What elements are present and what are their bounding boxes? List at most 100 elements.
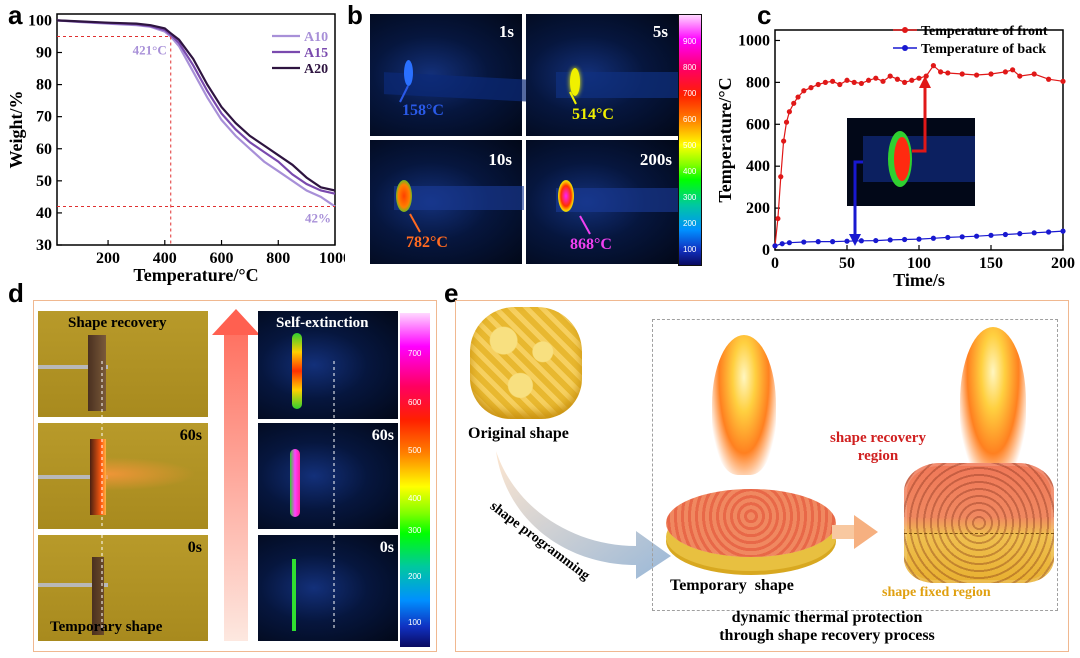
data-point <box>830 239 836 245</box>
ir-self-extinction: Self-extinction <box>258 311 398 419</box>
colorbar-tick: 200 <box>683 219 697 228</box>
data-point <box>786 240 792 246</box>
data-point <box>778 174 784 180</box>
series-line-a20 <box>56 19 336 192</box>
data-point <box>837 81 843 88</box>
data-point <box>844 77 850 83</box>
data-point <box>945 234 951 241</box>
y-tick-label: 600 <box>746 116 770 133</box>
data-point <box>1002 231 1008 238</box>
data-point <box>959 71 965 77</box>
residue-annotation: 42% <box>305 211 331 226</box>
frame-temp-label: 158°C <box>402 102 444 119</box>
front-arrow <box>912 85 927 153</box>
y-tick-label: 70 <box>36 109 52 126</box>
thermal-frame-1: 1s 158°C <box>370 14 534 136</box>
y-tick-label: 1000 <box>738 32 770 49</box>
legend-marker <box>902 45 908 51</box>
data-point <box>945 70 951 76</box>
colorbar-tick: 800 <box>683 63 697 72</box>
panel-e-frame: Original shape shape programming Tempora… <box>455 300 1069 652</box>
y-tick-label: 400 <box>746 158 770 175</box>
thermal-frame-2: 5s 514°C <box>526 14 686 136</box>
data-point <box>1046 229 1052 235</box>
arrow-158 <box>399 85 409 103</box>
panel-label-b: b <box>347 0 363 30</box>
data-point <box>988 71 994 77</box>
data-point <box>786 109 792 115</box>
colorbar-tick: 500 <box>683 141 697 150</box>
data-point <box>822 79 828 85</box>
colorbar-tick: 300 <box>408 526 422 535</box>
photo-label-0s: 0s <box>187 539 202 556</box>
data-point <box>1010 67 1016 73</box>
data-point <box>781 138 787 144</box>
data-point <box>873 75 879 81</box>
colorbar-tick: 400 <box>683 167 697 176</box>
frame-time-label: 10s <box>488 150 512 169</box>
onset-annotation: 421°C <box>133 42 167 57</box>
inset-sample-body <box>863 136 975 182</box>
data-point <box>938 69 944 75</box>
data-point <box>880 78 886 84</box>
colorbar-tick: 700 <box>683 89 697 98</box>
y-tick-label: 50 <box>36 173 52 190</box>
dashed-region <box>652 319 1058 611</box>
shape-recovery-region-label: shape recovery region <box>830 430 926 464</box>
x-axis-label: Temperature/°C <box>133 265 258 285</box>
y-tick-label: 800 <box>746 74 770 91</box>
y-tick-label: 80 <box>36 77 52 94</box>
temporary-shape-label: Temporary shape <box>670 577 794 594</box>
panel-e-caption: dynamic thermal protection through shape… <box>456 609 1068 645</box>
colorbar-tick: 200 <box>408 572 422 581</box>
photo-label-recovery: Shape recovery <box>68 315 167 331</box>
data-point <box>887 73 893 79</box>
data-point <box>858 80 864 87</box>
frame-time-label: 1s <box>498 22 514 41</box>
data-point <box>791 100 797 106</box>
data-point <box>801 88 807 94</box>
colorbar-tick: 400 <box>408 494 422 503</box>
x-tick-label: 0 <box>771 255 779 272</box>
y-tick-label: 60 <box>36 141 52 158</box>
data-point <box>1060 78 1066 84</box>
y-tick-label: 40 <box>36 205 52 222</box>
data-point <box>974 72 980 78</box>
x-tick-label: 800 <box>266 250 290 267</box>
panel-label-e: e <box>444 278 459 308</box>
photo-0s: 0s Temporary shape <box>38 535 208 641</box>
panel-b-thermal-grid: 1s 158°C 5s 514°C 10s 782°C 200s 868°C 9… <box>370 14 702 266</box>
data-point <box>930 235 936 241</box>
flame-left <box>712 335 776 475</box>
data-point <box>916 236 922 242</box>
data-point <box>1031 71 1037 77</box>
panel-label-d: d <box>8 278 24 308</box>
legend-label: A20 <box>304 62 328 77</box>
recovery-arrow-shaft <box>224 329 248 641</box>
data-point <box>815 239 821 245</box>
data-point <box>830 78 836 84</box>
colorbar-tick: 100 <box>683 245 697 254</box>
colorbar-tick: 600 <box>683 115 697 124</box>
colorbar-tick: 700 <box>408 349 422 358</box>
panel-label-c: c <box>757 0 772 30</box>
data-point <box>1002 69 1008 75</box>
colorbar-tick: 300 <box>683 193 697 202</box>
data-point <box>1031 230 1037 236</box>
x-tick-label: 50 <box>839 255 855 272</box>
colorbar-tick: 900 <box>683 37 697 46</box>
x-axis-label: Time/s <box>893 270 945 290</box>
panel-b-arrows <box>399 85 591 235</box>
legend-marker <box>902 27 908 33</box>
data-point <box>930 63 936 69</box>
data-point <box>772 243 778 249</box>
data-point <box>866 77 872 83</box>
panel-d-guides <box>101 361 335 631</box>
legend-label: A15 <box>304 46 328 61</box>
caption-line-2: through shape recovery process <box>719 627 935 644</box>
original-shape-label: Original shape <box>468 425 569 442</box>
shape-fixed-region-label: shape fixed region <box>882 585 991 600</box>
data-point <box>873 237 879 244</box>
caption-line-1: dynamic thermal protection <box>731 609 923 626</box>
data-point <box>974 233 980 239</box>
